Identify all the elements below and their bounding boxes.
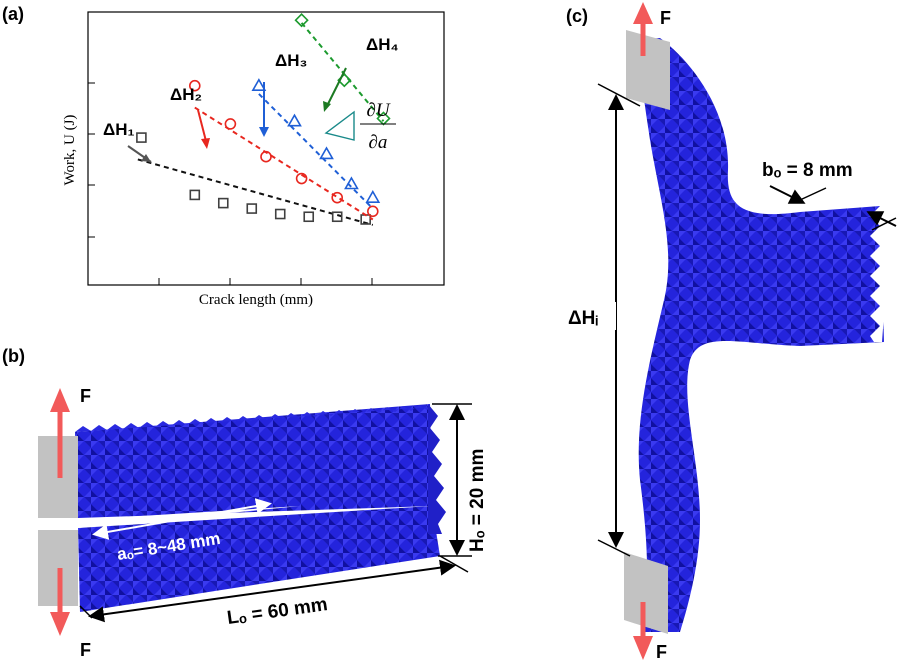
- width-arrow-right: [866, 211, 897, 227]
- data-point-series-3-2: [287, 113, 302, 127]
- data-point-series-2-4: [295, 172, 308, 185]
- data-point-series-3-4: [344, 176, 359, 190]
- data-point-series-1-2: [189, 189, 201, 201]
- y-axis-label: Work, U (J): [62, 115, 78, 186]
- derivative-denominator: ∂a: [369, 132, 388, 153]
- data-point-series-2-3: [260, 150, 272, 163]
- data-point-series-1-1: [136, 132, 147, 143]
- data-point-series-2-6: [366, 205, 379, 218]
- data-point-series-1-4: [246, 203, 258, 214]
- data-point-series-1-3: [217, 197, 229, 209]
- lower-force-label: F: [80, 640, 91, 660]
- bottom-grip: [624, 552, 668, 634]
- data-point-series-1-7: [331, 211, 343, 223]
- chart-series-layer: [136, 13, 391, 226]
- legend-dh1: ΔH₁: [103, 120, 135, 139]
- fit-line-series-1: [137, 158, 374, 226]
- data-point-series-3-5: [365, 190, 381, 203]
- length-label: Lₒ = 60 mm: [226, 594, 329, 629]
- legend-dh4: ΔH₄: [366, 35, 399, 54]
- fit-line-series-3: [258, 93, 374, 210]
- top-grip: [626, 30, 670, 110]
- dh4-pointer: [325, 67, 347, 109]
- panel-a-label: (a): [2, 4, 24, 24]
- fit-line-series-2: [194, 106, 374, 221]
- top-force-label: F: [660, 8, 671, 28]
- width-arrow-left: [769, 185, 806, 204]
- crack-length-arrow: [92, 498, 272, 540]
- panel-b-label: (b): [2, 346, 25, 366]
- legend-dh2: ΔH₂: [170, 85, 202, 104]
- legend-dh3: ΔH₃: [275, 51, 307, 70]
- width-label: bₒ = 8 mm: [762, 160, 853, 181]
- data-point-series-3-3: [319, 146, 334, 160]
- y-lattice: [636, 38, 884, 632]
- work-crack-chart: Crack length (mm) Work, U (J) ΔH₁ ΔH₂ ΔH…: [62, 11, 445, 308]
- fit-line-series-4: [300, 22, 385, 122]
- upper-arm-lattice: [75, 404, 432, 518]
- data-point-series-3-1: [251, 78, 267, 92]
- upper-force-label: F: [80, 386, 91, 406]
- slope-triangle: [324, 110, 355, 141]
- bottom-force-label: F: [656, 642, 667, 662]
- data-point-series-1-6: [303, 211, 315, 223]
- x-axis-label: Crack length (mm): [199, 292, 313, 308]
- length-arrow: [88, 559, 456, 623]
- plot-frame: [87, 11, 445, 286]
- height-label: Hₒ = 20 mm: [467, 449, 488, 552]
- derivative-numerator: ∂U: [366, 100, 390, 121]
- data-point-series-1-5: [274, 208, 286, 220]
- data-point-series-2-5: [331, 191, 344, 204]
- data-point-series-2-1: [189, 79, 201, 92]
- data-point-series-2-2: [224, 118, 237, 130]
- panel-c-specimen: F F ΔHᵢ bₒ = 8 mm: [566, 2, 897, 662]
- data-point-series-4-1: [294, 13, 309, 28]
- panel-b-specimen: F F aₒ= 8~48 mm Lₒ = 60 mm Hₒ = 20 mm: [38, 386, 488, 660]
- panel-c-label: (c): [566, 6, 588, 26]
- opening-label: ΔHᵢ: [568, 308, 598, 329]
